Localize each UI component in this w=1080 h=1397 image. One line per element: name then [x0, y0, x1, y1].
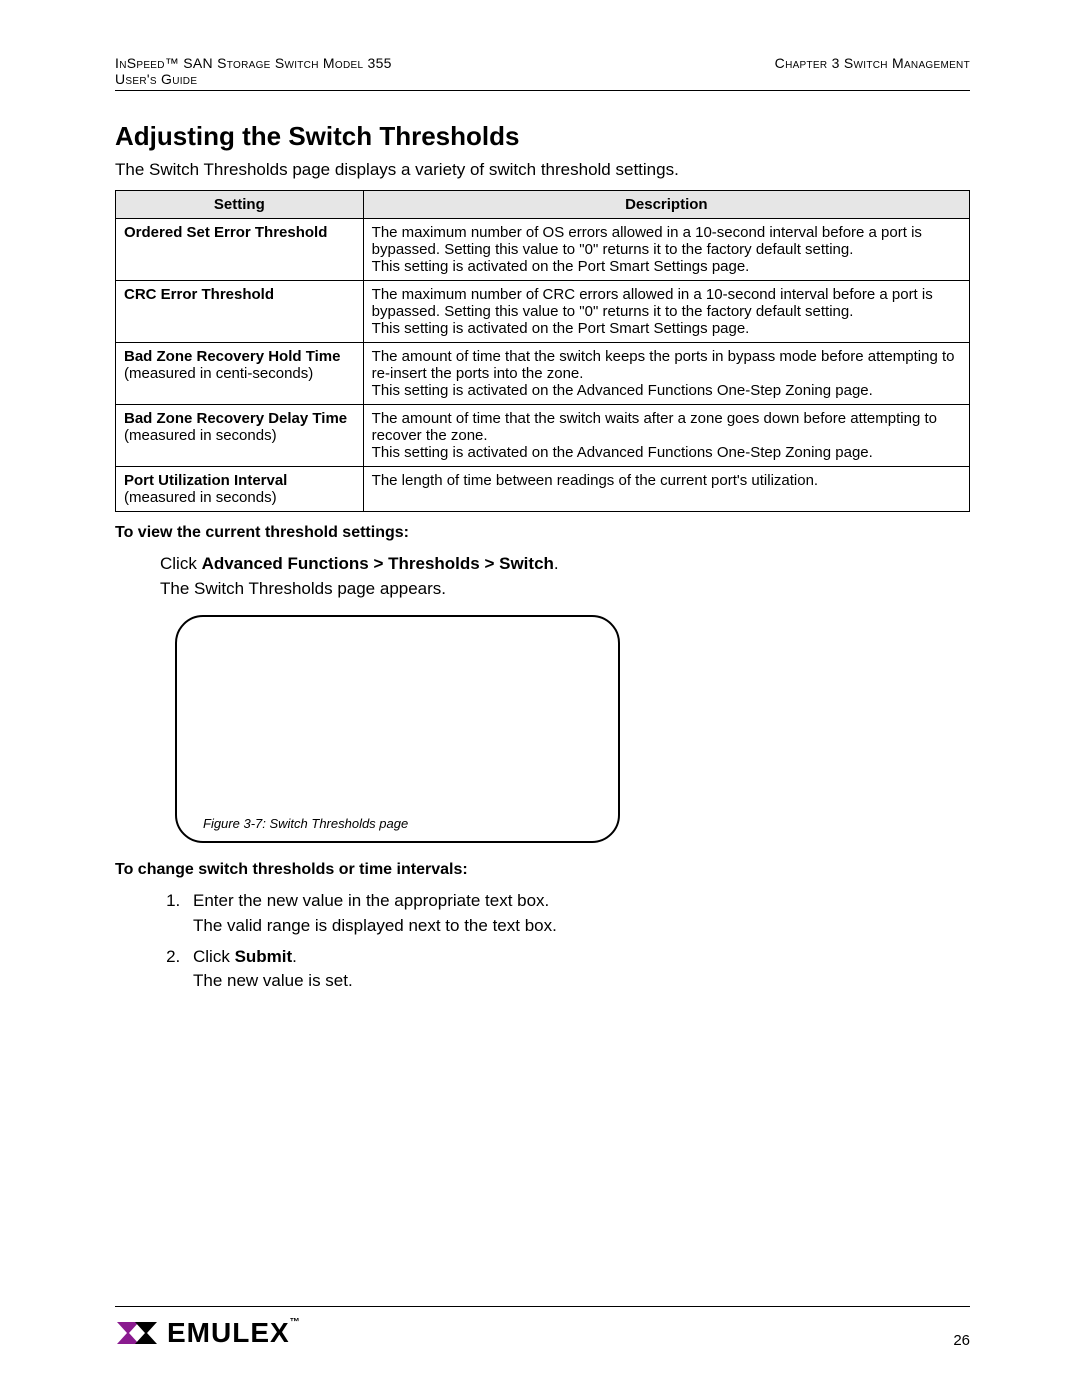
change-settings-head: To change switch thresholds or time inte… — [115, 861, 970, 879]
setting-cell: Ordered Set Error Threshold — [116, 219, 364, 281]
steps-list: Enter the new value in the appropriate t… — [185, 889, 970, 994]
figure-caption: Figure 3-7: Switch Thresholds page — [203, 816, 408, 831]
col-description: Description — [363, 191, 969, 219]
description-cell: The length of time between readings of t… — [363, 467, 969, 512]
page-footer: EMULEX™ 26 — [115, 1306, 970, 1349]
setting-cell: Port Utilization Interval(measured in se… — [116, 467, 364, 512]
header-rule — [115, 90, 970, 91]
logo-text: EMULEX™ — [167, 1317, 301, 1349]
footer-rule — [115, 1306, 970, 1307]
step-2: Click Submit. The new value is set. — [185, 945, 970, 994]
table-row: CRC Error ThresholdThe maximum number of… — [116, 281, 970, 343]
table-row: Bad Zone Recovery Hold Time(measured in … — [116, 343, 970, 405]
step-1: Enter the new value in the appropriate t… — [185, 889, 970, 938]
product-line1: InSpeed™ SAN Storage Switch Model 355 — [115, 55, 392, 71]
setting-cell: Bad Zone Recovery Delay Time(measured in… — [116, 405, 364, 467]
description-cell: The maximum number of OS errors allowed … — [363, 219, 969, 281]
product-line2: User's Guide — [115, 71, 197, 87]
col-setting: Setting — [116, 191, 364, 219]
chapter-label: Chapter 3 Switch Management — [775, 55, 970, 71]
view-result-line: The Switch Thresholds page appears. — [160, 577, 970, 602]
header-left: InSpeed™ SAN Storage Switch Model 355 Us… — [115, 55, 392, 87]
page-title: Adjusting the Switch Thresholds — [115, 121, 970, 152]
emulex-logo: EMULEX™ — [115, 1317, 301, 1349]
view-settings-head: To view the current threshold settings: — [115, 524, 970, 542]
view-click-line: Click Advanced Functions > Thresholds > … — [160, 552, 970, 577]
page-number: 26 — [953, 1332, 970, 1349]
description-cell: The amount of time that the switch waits… — [363, 405, 969, 467]
description-cell: The amount of time that the switch keeps… — [363, 343, 969, 405]
description-cell: The maximum number of CRC errors allowed… — [363, 281, 969, 343]
thresholds-table: Setting Description Ordered Set Error Th… — [115, 190, 970, 512]
page-header: InSpeed™ SAN Storage Switch Model 355 Us… — [115, 55, 970, 87]
setting-cell: CRC Error Threshold — [116, 281, 364, 343]
setting-cell: Bad Zone Recovery Hold Time(measured in … — [116, 343, 364, 405]
header-right: Chapter 3 Switch Management — [775, 55, 970, 87]
table-row: Ordered Set Error ThresholdThe maximum n… — [116, 219, 970, 281]
table-row: Bad Zone Recovery Delay Time(measured in… — [116, 405, 970, 467]
logo-icon — [115, 1318, 159, 1348]
table-row: Port Utilization Interval(measured in se… — [116, 467, 970, 512]
intro-text: The Switch Thresholds page displays a va… — [115, 160, 970, 180]
figure-placeholder: Figure 3-7: Switch Thresholds page — [175, 615, 620, 843]
